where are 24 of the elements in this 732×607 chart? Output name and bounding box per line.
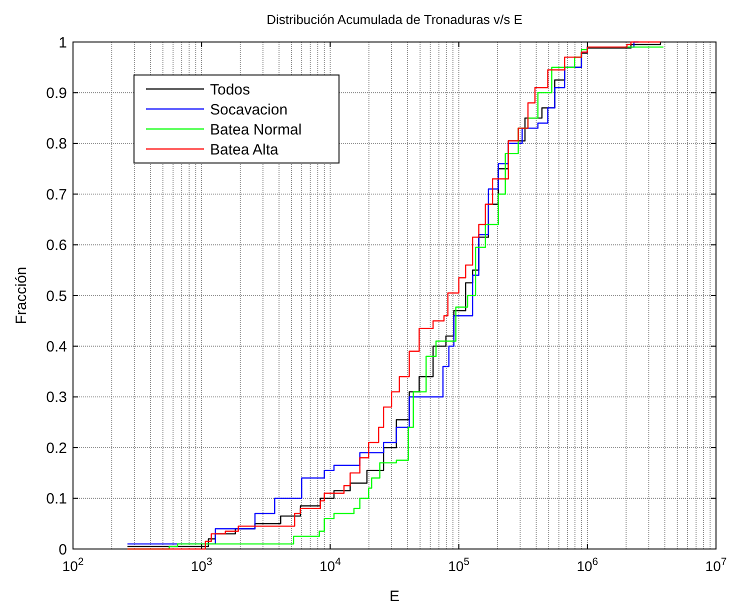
legend-label: Batea Alta (210, 141, 280, 158)
y-tick-label: 0.5 (46, 288, 67, 305)
y-tick-label: 0.2 (46, 440, 67, 457)
y-tick-label: 0.6 (46, 237, 67, 254)
x-tick-label: 10$^{5}$ (448, 556, 470, 574)
legend-label: Batea Normal (210, 121, 302, 138)
y-tick-label: 0.1 (46, 490, 67, 508)
y-tick-label: 0.4 (46, 338, 67, 356)
y-tick-label: 0.3 (46, 389, 67, 406)
x-tick-label: 10$^{7}$ (705, 556, 727, 574)
chart-title: Distribución Acumulada de Tronaduras v/s E (266, 12, 523, 27)
legend-label: Todos (210, 81, 250, 98)
legend-label: Socavacion (210, 101, 288, 118)
y-axis-title: Fracción (13, 266, 30, 324)
y-tick-label: 1 (58, 34, 67, 52)
y-tick-label: 0.9 (46, 84, 67, 102)
y-tick-label: 0.7 (46, 186, 67, 204)
x-tick-label: 10$^{3}$ (190, 556, 212, 574)
x-axis-title: E (389, 588, 400, 605)
x-tick-label: 10$^{2}$ (62, 556, 84, 574)
y-tick-label: 0.8 (46, 136, 67, 153)
y-tick-label: 0 (58, 541, 67, 558)
x-tick-label: 10$^{4}$ (319, 556, 342, 574)
x-tick-label: 10$^{6}$ (576, 556, 598, 574)
